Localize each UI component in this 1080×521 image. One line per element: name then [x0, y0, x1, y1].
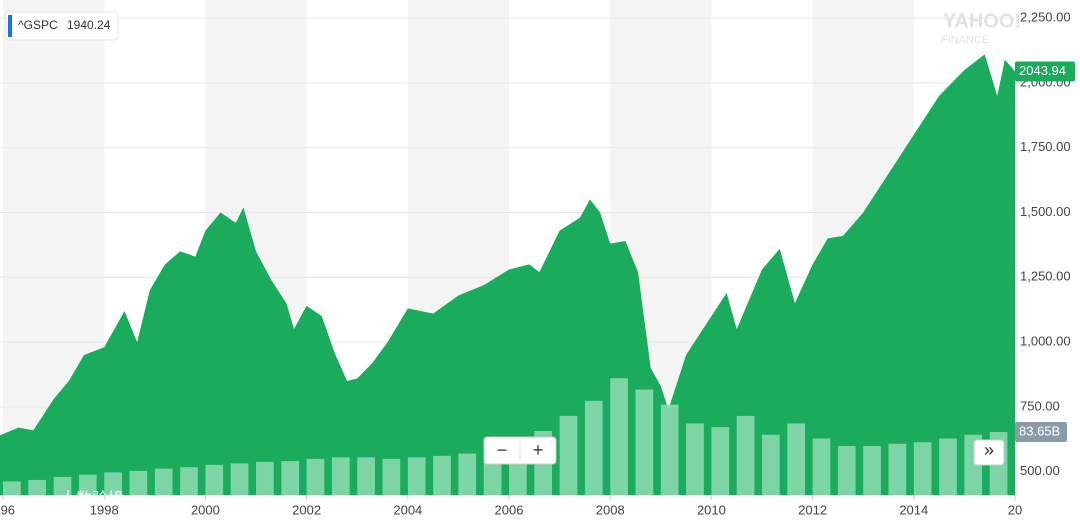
x-tick-label: 2010 [697, 502, 726, 517]
y-tick-label: 2,250.00 [1020, 10, 1071, 25]
y-tick-label: 750.00 [1020, 398, 1060, 413]
y-tick-label: 1,250.00 [1020, 269, 1071, 284]
volume-bar [28, 479, 47, 495]
x-tick-label: 2002 [292, 502, 321, 517]
legend-symbol: ^GSPC [18, 18, 58, 32]
x-tick-label: 2004 [393, 502, 422, 517]
volume-bar [762, 434, 780, 495]
volume-bar [205, 464, 224, 495]
volume-bar [433, 455, 451, 495]
volume-bar [863, 446, 881, 495]
volume-bar [939, 438, 957, 495]
zoom-in[interactable]: + [533, 440, 544, 460]
x-tick-label: 2014 [899, 502, 928, 517]
y-tick-label: 500.00 [1020, 463, 1060, 478]
legend: ^GSPC 1940.24 [5, 11, 119, 41]
volume-bar [53, 476, 72, 495]
volume-badge [1015, 421, 1067, 442]
zoom-out[interactable]: − [497, 440, 508, 460]
x-tick-label: 1998 [90, 502, 119, 517]
volume-bar [458, 453, 477, 495]
x-tick-label: 2000 [191, 502, 220, 517]
y-tick-label: 1,750.00 [1020, 139, 1071, 154]
volume-bar [584, 400, 603, 495]
x-tick-label: 2006 [495, 502, 524, 517]
y-tick-label: 1,000.00 [1020, 334, 1071, 349]
price-badge-label: 2043.94 [1019, 63, 1066, 78]
band [0, 0, 4, 495]
volume-bar [610, 378, 628, 495]
scroll-right[interactable]: » [984, 440, 994, 460]
x-tick-label: 20 [1008, 502, 1022, 517]
price-area [0, 54, 1015, 496]
x-tick-label: 96 [1, 502, 15, 517]
volume-bar [180, 467, 198, 495]
legend-box [5, 11, 119, 41]
legend-value: 1940.24 [67, 18, 111, 32]
volume-bar [407, 457, 426, 495]
volume-bar [635, 389, 654, 495]
scroll-box [973, 439, 1005, 466]
volume-bar [154, 468, 173, 495]
volume-bar [78, 474, 97, 495]
legend-swatch [8, 15, 12, 37]
volume-bar [736, 415, 755, 495]
volume-bar [306, 458, 325, 495]
volume-bar [559, 415, 578, 495]
x-tick-label: 2008 [596, 502, 625, 517]
volume-bar [281, 461, 300, 495]
volume-bar [104, 472, 122, 495]
volume-bar [3, 481, 21, 495]
watermark: YAHOO! [943, 10, 1021, 32]
volume-bar [711, 427, 730, 495]
volume-bar [837, 446, 856, 495]
credit: 大数验境 [60, 489, 124, 508]
volume-bar [660, 404, 679, 495]
watermark: FINANCE [941, 34, 989, 46]
volume-bar [331, 457, 350, 495]
volume-bar [787, 423, 806, 495]
volume-bar [888, 443, 907, 495]
volume-bar [230, 463, 249, 495]
volume-bar [129, 470, 148, 495]
volume-bar [256, 461, 274, 495]
volume-bar [357, 457, 375, 495]
scroll-control[interactable]: » [973, 439, 1005, 466]
volume-bar [812, 438, 831, 495]
price-badge [1015, 61, 1075, 82]
volume-badge-label: 83.65B [1019, 423, 1060, 438]
volume-bar [686, 423, 704, 495]
volume-bar [382, 458, 401, 495]
volume-bar [913, 442, 932, 495]
x-tick-label: 2012 [798, 502, 827, 517]
y-tick-label: 1,500.00 [1020, 204, 1071, 219]
zoom-controls[interactable]: − + [483, 436, 557, 465]
